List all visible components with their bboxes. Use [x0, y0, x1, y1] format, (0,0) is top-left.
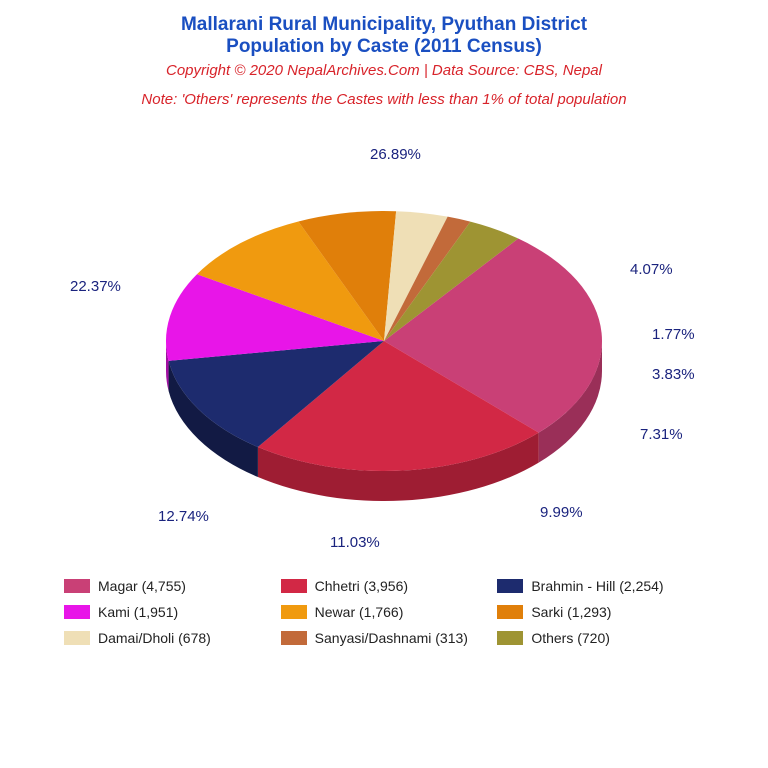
legend-label: Sarki (1,293) [531, 604, 611, 620]
legend-swatch [281, 631, 307, 645]
header: Mallarani Rural Municipality, Pyuthan Di… [0, 0, 768, 108]
legend-label: Kami (1,951) [98, 604, 178, 620]
legend-swatch [497, 579, 523, 593]
slice-label: 22.37% [70, 278, 121, 295]
legend-swatch [497, 605, 523, 619]
slice-label: 12.74% [158, 508, 209, 525]
legend-label: Damai/Dholi (678) [98, 630, 211, 646]
legend-item: Kami (1,951) [64, 604, 271, 620]
slice-label: 7.31% [640, 426, 683, 443]
legend-swatch [281, 579, 307, 593]
legend-label: Sanyasi/Dashnami (313) [315, 630, 468, 646]
pie-svg [0, 126, 768, 566]
legend-item: Newar (1,766) [281, 604, 488, 620]
legend-item: Brahmin - Hill (2,254) [497, 578, 704, 594]
legend-swatch [497, 631, 523, 645]
legend-label: Others (720) [531, 630, 610, 646]
legend-label: Magar (4,755) [98, 578, 186, 594]
chart-title-line2: Population by Caste (2011 Census) [0, 36, 768, 58]
slice-label: 3.83% [652, 366, 695, 383]
legend-item: Damai/Dholi (678) [64, 630, 271, 646]
legend-item: Sarki (1,293) [497, 604, 704, 620]
legend-item: Others (720) [497, 630, 704, 646]
slice-label: 1.77% [652, 326, 695, 343]
legend: Magar (4,755) Chhetri (3,956) Brahmin - Hi… [64, 578, 704, 646]
legend-item: Sanyasi/Dashnami (313) [281, 630, 488, 646]
legend-label: Chhetri (3,956) [315, 578, 408, 594]
legend-item: Chhetri (3,956) [281, 578, 488, 594]
legend-swatch [281, 605, 307, 619]
slice-label: 11.03% [330, 534, 380, 551]
copyright-text: Copyright © 2020 NepalArchives.Com | Dat… [0, 62, 768, 79]
legend-swatch [64, 579, 90, 593]
legend-label: Brahmin - Hill (2,254) [531, 578, 663, 594]
legend-swatch [64, 605, 90, 619]
slice-label: 9.99% [540, 504, 583, 521]
legend-item: Magar (4,755) [64, 578, 271, 594]
slice-label: 4.07% [630, 261, 673, 278]
pie-chart: 26.89% 22.37% 12.74% 11.03% 9.99% 7.31% 3.83% 1… [0, 126, 768, 566]
legend-swatch [64, 631, 90, 645]
legend-label: Newar (1,766) [315, 604, 404, 620]
chart-title-line1: Mallarani Rural Municipality, Pyuthan Di… [0, 14, 768, 36]
slice-label: 26.89% [370, 146, 421, 163]
note-text: Note: 'Others' represents the Castes wit… [0, 91, 768, 108]
